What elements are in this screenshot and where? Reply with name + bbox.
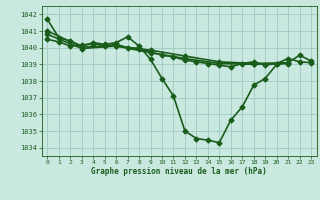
X-axis label: Graphe pression niveau de la mer (hPa): Graphe pression niveau de la mer (hPa) bbox=[91, 167, 267, 176]
